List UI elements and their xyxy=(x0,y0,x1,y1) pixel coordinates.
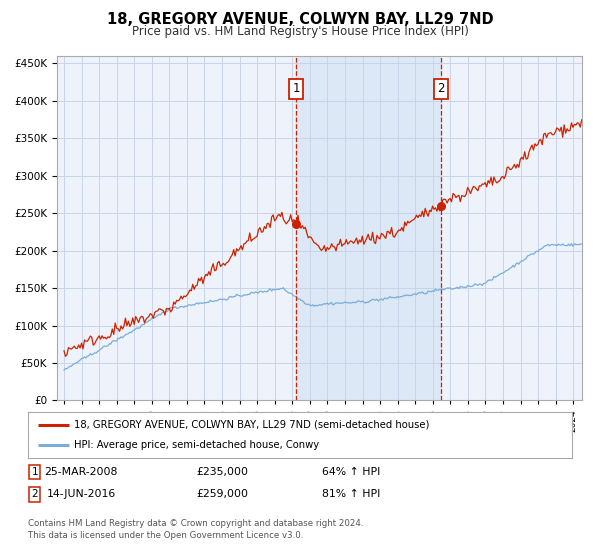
Bar xyxy=(296,56,440,400)
Text: 25-MAR-2008: 25-MAR-2008 xyxy=(44,467,118,477)
Text: 18, GREGORY AVENUE, COLWYN BAY, LL29 7ND: 18, GREGORY AVENUE, COLWYN BAY, LL29 7ND xyxy=(107,12,493,27)
Text: £259,000: £259,000 xyxy=(196,489,248,500)
Text: £235,000: £235,000 xyxy=(196,467,248,477)
Text: 1: 1 xyxy=(31,467,38,477)
Text: HPI: Average price, semi-detached house, Conwy: HPI: Average price, semi-detached house,… xyxy=(74,440,320,450)
Text: 18, GREGORY AVENUE, COLWYN BAY, LL29 7ND (semi-detached house): 18, GREGORY AVENUE, COLWYN BAY, LL29 7ND… xyxy=(74,419,430,430)
Text: 1: 1 xyxy=(293,82,300,95)
Text: 2: 2 xyxy=(31,489,38,500)
Text: Contains HM Land Registry data © Crown copyright and database right 2024.: Contains HM Land Registry data © Crown c… xyxy=(28,519,364,528)
Text: Price paid vs. HM Land Registry's House Price Index (HPI): Price paid vs. HM Land Registry's House … xyxy=(131,25,469,38)
Text: This data is licensed under the Open Government Licence v3.0.: This data is licensed under the Open Gov… xyxy=(28,531,304,540)
Text: 64% ↑ HPI: 64% ↑ HPI xyxy=(322,467,380,477)
Text: 81% ↑ HPI: 81% ↑ HPI xyxy=(322,489,380,500)
Text: 14-JUN-2016: 14-JUN-2016 xyxy=(46,489,116,500)
Text: 2: 2 xyxy=(437,82,445,95)
